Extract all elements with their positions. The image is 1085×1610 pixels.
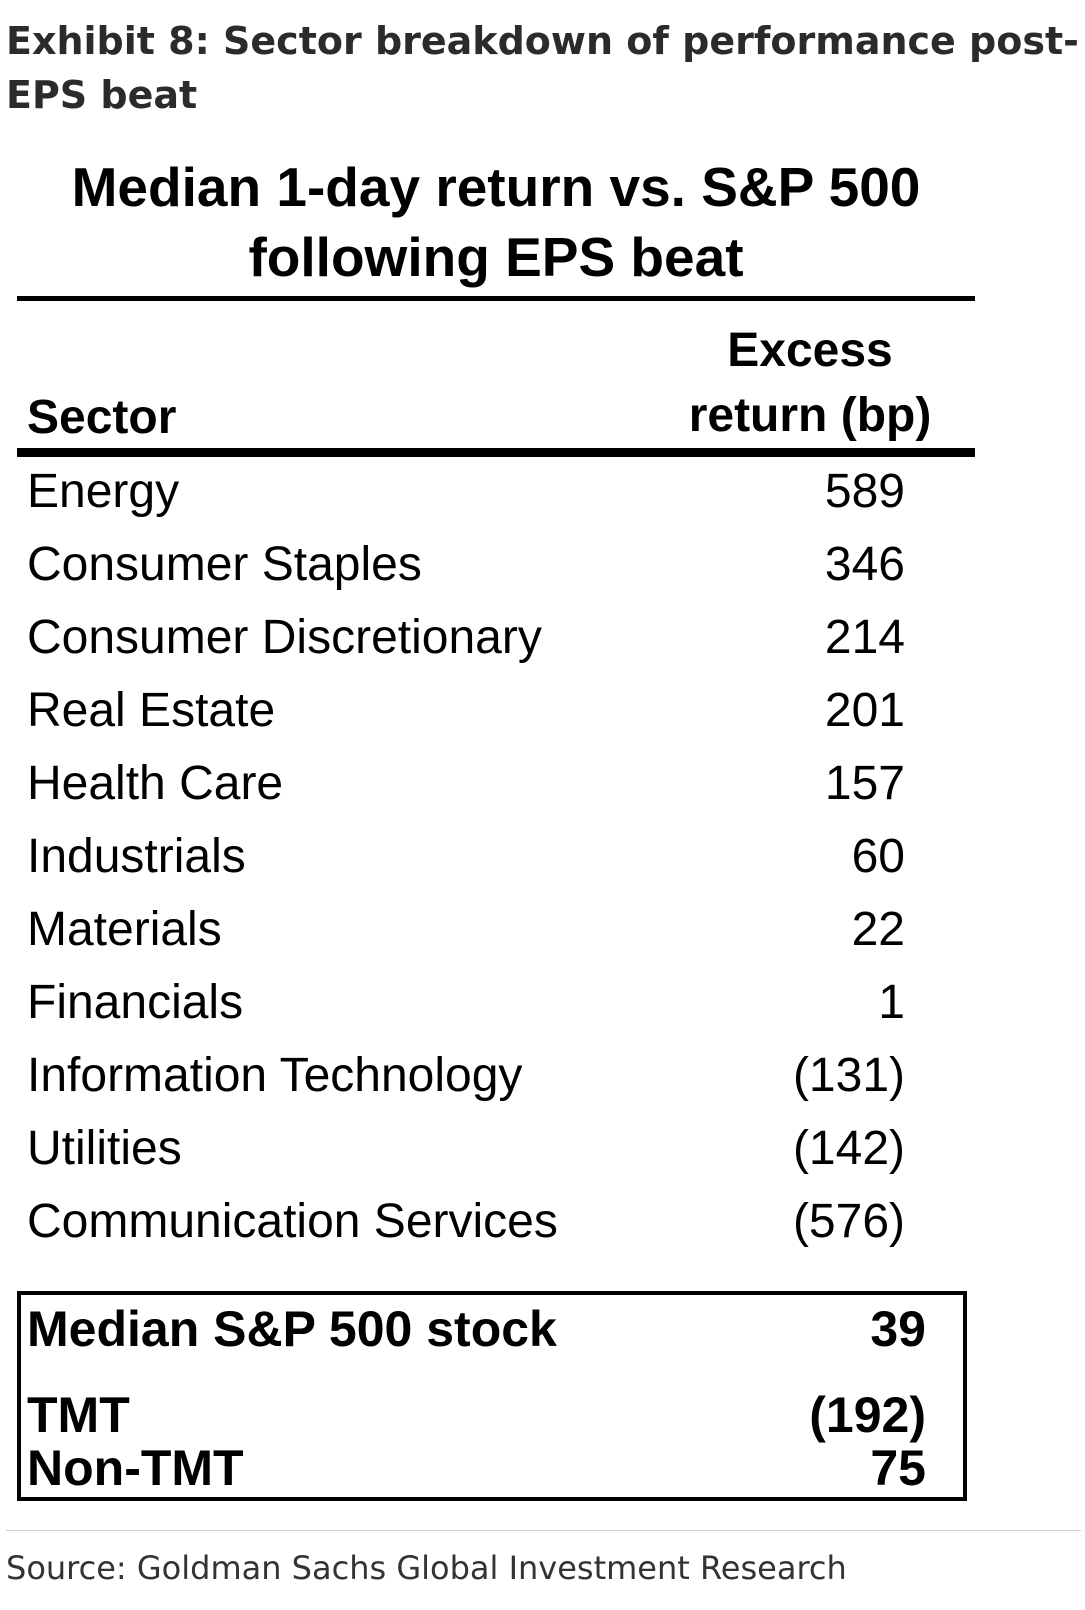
excess-return-value: (142): [792, 1122, 905, 1175]
excess-return-value: 1: [878, 976, 905, 1029]
excess-return-value: 60: [851, 830, 905, 883]
table-row: Information Technology (131): [0, 1044, 1085, 1117]
table-row: Consumer Discretionary 214: [0, 606, 1085, 679]
excess-return-value: 22: [851, 903, 905, 956]
footer-rule: [6, 1530, 1081, 1531]
sector-label: Financials: [27, 976, 244, 1029]
summary-label: TMT: [27, 1387, 130, 1443]
summary-value: 39: [870, 1301, 926, 1357]
table-row: Communication Services (576): [0, 1190, 1085, 1263]
excess-return-value: 214: [824, 611, 905, 664]
excess-return-value: 346: [824, 538, 905, 591]
excess-return-value: (131): [792, 1049, 905, 1102]
sector-label: Utilities: [27, 1122, 182, 1175]
sector-label: Consumer Discretionary: [27, 611, 542, 664]
table-row: Industrials 60: [0, 825, 1085, 898]
non-tmt-row: Non-TMT 75: [21, 1438, 963, 1498]
table-title: Median 1-day return vs. S&P 500 followin…: [16, 152, 976, 292]
header-bottom-rule: [17, 448, 975, 457]
table-title-line-2: following EPS beat: [248, 226, 744, 288]
sector-label: Industrials: [27, 830, 246, 883]
sector-column-header: Sector: [27, 391, 177, 444]
sector-label: Energy: [27, 465, 180, 518]
summary-box: Median S&P 500 stock 39 TMT (192) Non-TMT 75: [17, 1291, 967, 1501]
sector-rows: Energy 589 Consumer Staples 346 Consumer Dis…: [0, 460, 1085, 1263]
excess-return-column-header: Excess return (bp): [660, 318, 960, 448]
excess-return-header-line-2: return (bp): [688, 389, 932, 442]
excess-return-header-line-1: Excess: [727, 324, 893, 377]
table-row: Consumer Staples 346: [0, 533, 1085, 606]
summary-value: 75: [870, 1440, 926, 1496]
tmt-row: TMT (192): [21, 1385, 963, 1445]
sector-label: Materials: [27, 903, 222, 956]
sector-label: Consumer Staples: [27, 538, 422, 591]
source-note: Source: Goldman Sachs Global Investment …: [6, 1549, 847, 1587]
table-top-rule: [17, 296, 975, 301]
excess-return-value: (576): [792, 1195, 905, 1248]
table-row: Energy 589: [0, 460, 1085, 533]
sector-label: Health Care: [27, 757, 284, 810]
summary-label: Non-TMT: [27, 1440, 244, 1496]
excess-return-value: 157: [824, 757, 905, 810]
excess-return-value: 589: [824, 465, 905, 518]
table-row: Health Care 157: [0, 752, 1085, 825]
table-title-line-1: Median 1-day return vs. S&P 500: [71, 156, 921, 218]
sector-label: Information Technology: [27, 1049, 523, 1102]
table-row: Utilities (142): [0, 1117, 1085, 1190]
excess-return-value: 201: [824, 684, 905, 737]
sector-label: Real Estate: [27, 684, 276, 737]
summary-label: Median S&P 500 stock: [27, 1301, 557, 1357]
table-row: Materials 22: [0, 898, 1085, 971]
exhibit-title: Exhibit 8: Sector breakdown of performan…: [6, 19, 1079, 117]
table-row: Real Estate 201: [0, 679, 1085, 752]
sector-label: Communication Services: [27, 1195, 558, 1248]
summary-value: (192): [809, 1387, 926, 1443]
median-sp500-row: Median S&P 500 stock 39: [21, 1299, 963, 1359]
table-row: Financials 1: [0, 971, 1085, 1044]
